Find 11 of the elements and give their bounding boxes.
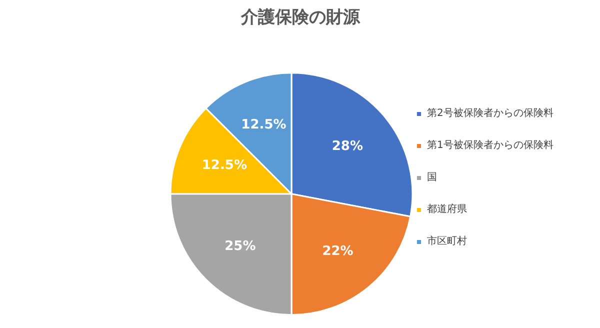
data-label: 22%: [322, 244, 354, 259]
data-label: 25%: [224, 239, 256, 254]
legend-label: 国: [427, 171, 438, 184]
data-label: 28%: [332, 138, 364, 154]
legend-label: 第2号被保険者からの保険料: [427, 106, 554, 120]
chart-title: 介護保険の財源: [240, 8, 361, 28]
legend-label: 市区町村: [427, 234, 467, 248]
legend-label: 都道府県: [427, 202, 467, 216]
data-label: 12.5%: [241, 117, 286, 132]
data-label: 12.5%: [202, 158, 247, 173]
legend-label: 第1号被保険者からの保険料: [427, 138, 554, 152]
